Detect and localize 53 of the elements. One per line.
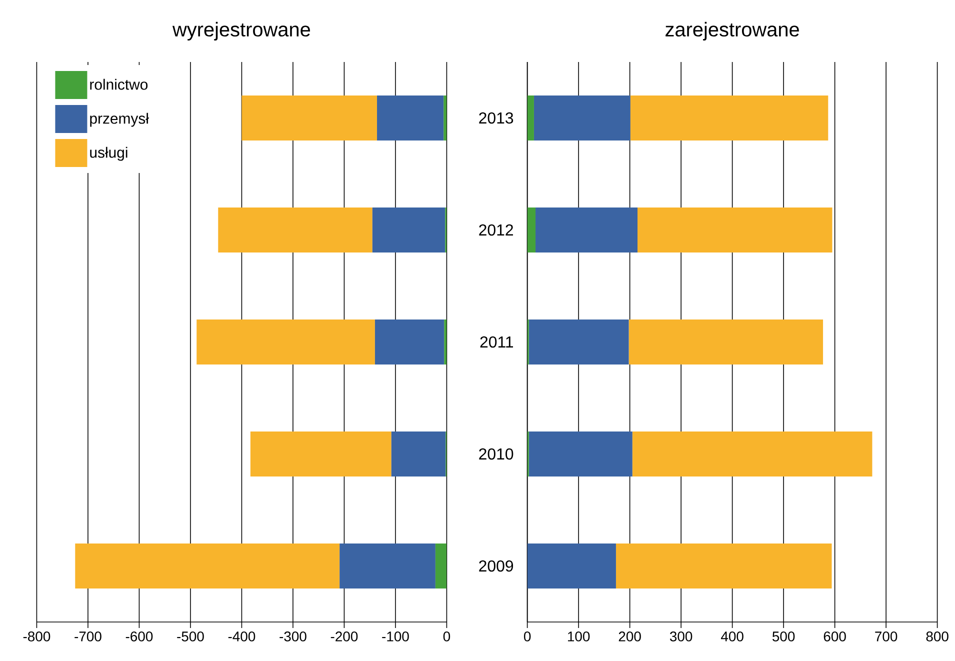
bar xyxy=(616,543,832,588)
x-tick-label: -100 xyxy=(382,632,409,642)
x-tick-label: 600 xyxy=(824,632,846,642)
x-tick-label: 700 xyxy=(875,632,898,642)
x-tick-label: 300 xyxy=(670,632,692,642)
chart-title: zarejestrowane xyxy=(666,22,799,40)
bar xyxy=(638,207,832,252)
bar xyxy=(527,95,534,140)
legend-label: rolnictwo xyxy=(90,78,148,90)
bar xyxy=(444,319,447,364)
bar xyxy=(218,207,372,252)
x-tick-label: -600 xyxy=(126,632,153,642)
x-tick-label: 400 xyxy=(720,632,744,642)
x-tick-label: -500 xyxy=(177,632,204,642)
x-tick-label: -200 xyxy=(330,632,358,642)
y-tick-label: 2010 xyxy=(479,448,514,460)
legend-label: usługi xyxy=(90,146,128,161)
bar xyxy=(527,543,616,588)
y-tick-label: 2009 xyxy=(479,560,514,572)
bar xyxy=(374,319,444,364)
bar xyxy=(196,319,375,364)
bar xyxy=(527,207,536,252)
bar xyxy=(444,95,447,140)
bar xyxy=(391,431,446,476)
bar xyxy=(340,543,436,588)
bar xyxy=(628,319,824,364)
x-tick-label: 800 xyxy=(926,632,948,642)
legend-label: przemysł xyxy=(90,112,149,127)
bar xyxy=(630,95,828,140)
x-tick-label: 0 xyxy=(524,632,531,642)
x-tick-label: -800 xyxy=(23,632,50,642)
y-tick-label: 2012 xyxy=(479,224,513,236)
x-tick-label: -700 xyxy=(74,632,102,642)
x-tick-label: -300 xyxy=(280,632,306,642)
bar xyxy=(528,319,629,364)
chart-title: wyrejestrowane xyxy=(172,22,310,40)
x-tick-label: 200 xyxy=(618,632,641,642)
x-tick-label: 500 xyxy=(772,632,795,642)
y-tick-label: 2013 xyxy=(479,112,514,124)
bar xyxy=(75,543,340,588)
bar xyxy=(528,431,632,476)
y-tick-label: 2011 xyxy=(480,336,513,348)
bar xyxy=(536,207,638,252)
bar xyxy=(632,431,872,476)
bar xyxy=(250,431,392,476)
x-tick-label: -400 xyxy=(228,632,256,642)
x-tick-label: 0 xyxy=(443,632,450,642)
bar xyxy=(372,207,446,252)
x-tick-label: 100 xyxy=(568,632,590,642)
bar xyxy=(377,95,444,140)
bar xyxy=(534,95,630,140)
bar xyxy=(242,95,378,140)
bar xyxy=(435,543,447,588)
